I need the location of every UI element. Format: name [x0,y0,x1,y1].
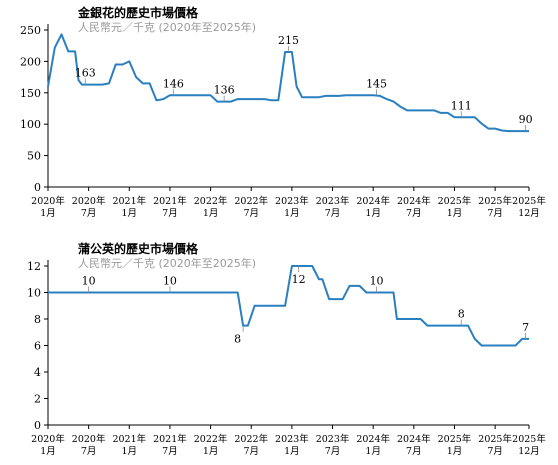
x-tick-label: 7月 [81,208,97,219]
data-label: 215 [278,34,299,47]
x-tick-label: 2021年 [153,195,187,207]
x-tick-label: 2025年 [512,195,546,207]
x-tick-label: 7月 [487,208,503,219]
chart-subtitle: 人民幣元／千克 (2020年至2025年) [78,256,256,270]
x-tick-label: 7月 [162,208,178,219]
x-tick-label: 1月 [447,446,463,457]
data-label: 145 [366,77,387,90]
data-label: 7 [522,321,529,334]
x-tick-label: 2020年 [72,433,106,445]
x-tick-label: 2022年 [234,195,268,207]
x-tick-label: 1月 [365,208,381,219]
data-label: 8 [234,333,241,346]
x-tick-label: 1月 [40,446,56,457]
x-tick-label: 1月 [203,208,219,219]
x-tick-label: 2025年 [478,195,512,207]
x-tick-label: 7月 [81,446,97,457]
data-label: 111 [451,99,472,112]
y-tick-label: 150 [20,87,41,100]
x-tick-label: 2025年 [438,195,472,207]
y-tick-label: 4 [34,366,41,379]
x-tick-label: 2024年 [397,433,431,445]
y-tick-label: 200 [20,55,41,68]
x-tick-label: 12月 [518,208,540,219]
data-label: 12 [292,273,306,286]
price-line [48,265,529,347]
x-tick-label: 2024年 [397,195,431,207]
y-tick-label: 250 [20,24,41,37]
data-label: 146 [163,77,184,90]
x-tick-label: 2024年 [356,195,390,207]
x-tick-label: 2020年 [31,195,65,207]
chart-dandelion: 0246810122020年1月2020年7月2021年1月2021年7月202… [27,260,546,457]
price-line [47,33,529,133]
chart-title: 金銀花的歷史市場價格 [77,5,199,20]
x-tick-label: 2021年 [112,195,146,207]
data-label: 90 [519,113,533,126]
x-tick-label: 2025年 [438,433,472,445]
y-tick-label: 8 [34,313,41,326]
x-tick-label: 2022年 [194,195,228,207]
x-tick-label: 1月 [284,208,300,219]
x-tick-label: 2024年 [356,433,390,445]
x-tick-label: 2022年 [194,433,228,445]
x-tick-label: 1月 [122,208,138,219]
x-tick-label: 2023年 [316,195,350,207]
x-tick-label: 7月 [406,446,422,457]
chart-subtitle: 人民幣元／千克 (2020年至2025年) [78,20,256,34]
x-tick-label: 7月 [325,446,341,457]
data-label: 163 [75,67,96,80]
chart-title: 蒲公英的歷史市場價格 [78,241,199,256]
x-tick-label: 12月 [518,446,540,457]
y-tick-label: 12 [27,260,41,273]
y-tick-label: 50 [27,150,41,163]
x-tick-label: 2020年 [72,195,106,207]
x-tick-label: 2021年 [153,433,187,445]
x-tick-label: 2023年 [275,433,309,445]
x-tick-label: 1月 [365,446,381,457]
x-tick-label: 7月 [243,446,259,457]
x-tick-label: 2025年 [512,433,546,445]
x-tick-label: 1月 [284,446,300,457]
x-tick-label: 2023年 [275,195,309,207]
y-tick-label: 2 [34,393,41,406]
data-label: 10 [82,275,96,288]
data-label: 10 [163,275,177,288]
x-tick-label: 7月 [325,208,341,219]
chart-honeysuckle: 0501001502002502020年1月2020年7月2021年1月2021… [20,24,546,219]
x-tick-label: 2021年 [112,433,146,445]
x-tick-label: 7月 [406,208,422,219]
x-tick-label: 1月 [122,446,138,457]
x-tick-label: 2020年 [31,433,65,445]
x-tick-label: 7月 [243,208,259,219]
x-tick-label: 2022年 [234,433,268,445]
y-tick-label: 6 [34,340,41,353]
x-tick-label: 2025年 [478,433,512,445]
y-tick-label: 0 [34,181,41,194]
data-label: 8 [458,308,465,321]
y-tick-label: 100 [20,118,41,131]
x-tick-label: 7月 [487,446,503,457]
x-tick-label: 1月 [40,208,56,219]
y-tick-label: 0 [34,419,41,432]
data-label: 10 [370,275,384,288]
x-tick-label: 1月 [203,446,219,457]
x-tick-label: 1月 [447,208,463,219]
x-tick-label: 7月 [162,446,178,457]
y-tick-label: 10 [27,287,41,300]
x-tick-label: 2023年 [316,433,350,445]
data-label: 136 [214,84,235,97]
